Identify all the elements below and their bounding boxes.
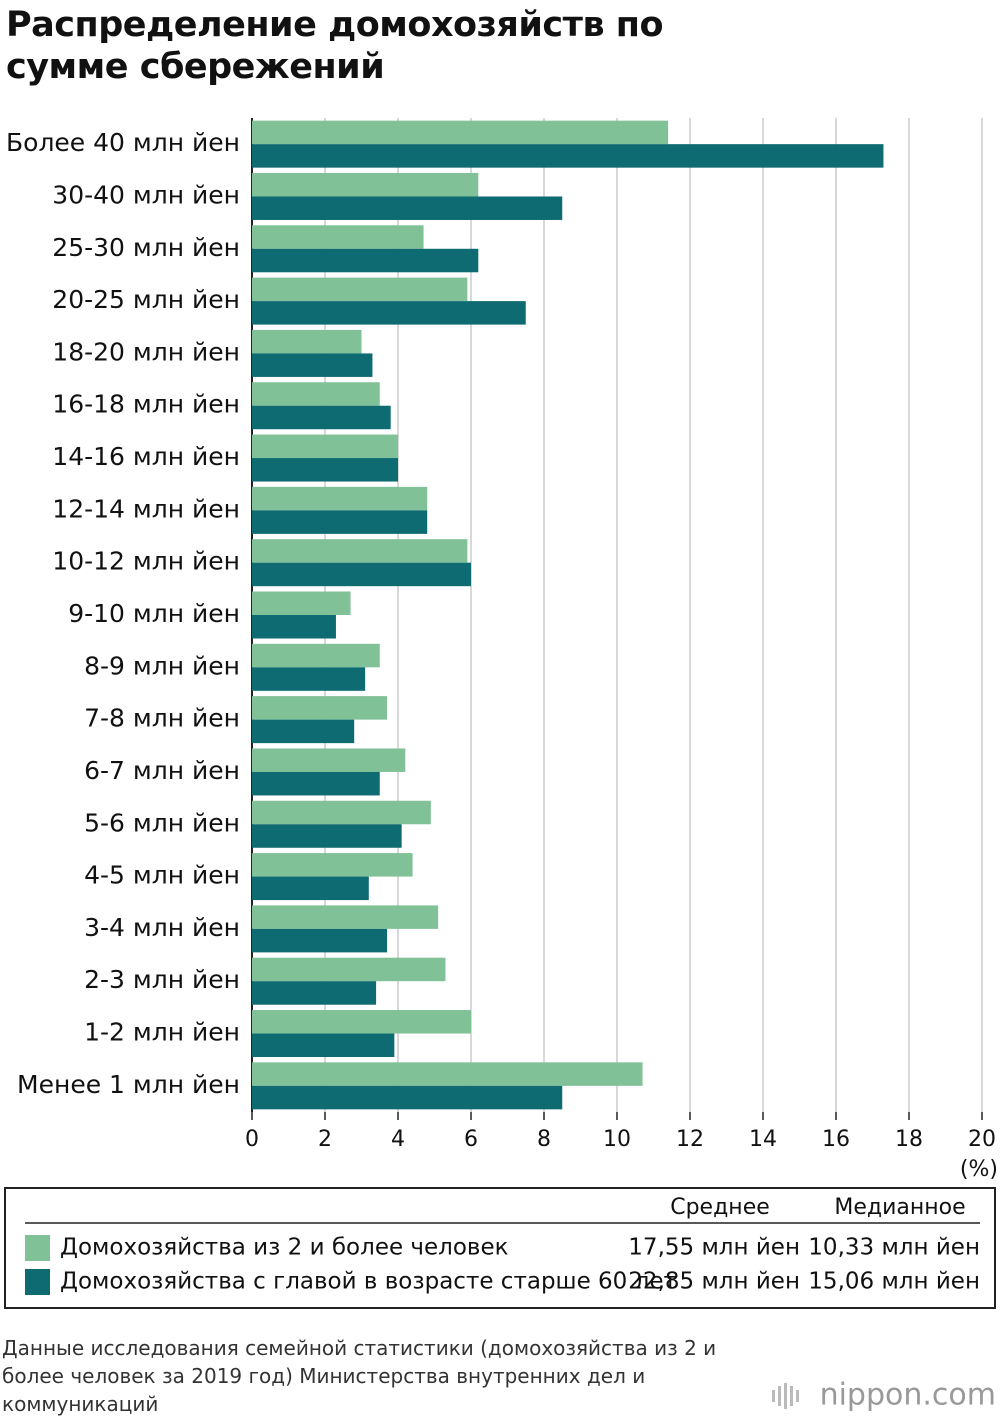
x-tick-label: 20	[968, 1127, 996, 1152]
y-tick-label: 20-25 млн йен	[52, 285, 240, 314]
legend-label: Домохозяйства с главой в возрасте старше…	[60, 1269, 677, 1295]
bar	[252, 981, 377, 1005]
bar	[252, 876, 369, 901]
bar	[252, 667, 366, 691]
x-axis-label: (%)	[960, 1157, 998, 1182]
summary-cell: 10,33 млн йен	[808, 1235, 980, 1261]
y-tick-label: 9-10 млн йен	[68, 599, 240, 628]
summary-header: Среднее	[670, 1195, 770, 1220]
y-tick-label: 30-40 млн йен	[52, 180, 240, 209]
bar	[252, 353, 373, 377]
y-tick-label: 8-9 млн йен	[84, 651, 240, 680]
summary-header: Медианное	[834, 1195, 965, 1220]
x-tick-label: 16	[822, 1127, 850, 1152]
bar	[252, 172, 479, 197]
chart-title: Распределение домохозяйств по сумме сбер…	[6, 5, 664, 87]
bar	[252, 277, 468, 302]
bar	[252, 853, 413, 877]
bar	[252, 771, 380, 796]
bar	[252, 458, 398, 482]
y-tick-label: 2-3 млн йен	[84, 965, 240, 994]
bar	[252, 928, 388, 953]
bar	[252, 196, 563, 220]
bar	[252, 405, 391, 430]
x-tick-label: 8	[537, 1127, 551, 1152]
x-tick-label: 10	[603, 1127, 631, 1152]
summary-cell: 15,06 млн йен	[808, 1269, 980, 1295]
bar	[252, 643, 380, 668]
summary-cell: 17,55 млн йен	[628, 1235, 800, 1261]
legend-label: Домохозяйства из 2 и более человек	[60, 1235, 509, 1261]
summary-cell: 22,85 млн йен	[628, 1269, 800, 1295]
bar	[252, 562, 471, 587]
y-tick-label: 1-2 млн йен	[84, 1018, 240, 1047]
logo: nippon.com	[820, 1378, 996, 1413]
bar	[252, 1010, 471, 1034]
y-tick-label: 25-30 млн йен	[52, 233, 240, 262]
bar	[252, 382, 380, 406]
bar	[252, 539, 468, 563]
y-tick-label: 10-12 млн йен	[52, 547, 240, 576]
bar	[252, 248, 479, 273]
bar	[252, 329, 362, 354]
logo-icon	[772, 1383, 799, 1409]
bar	[252, 719, 355, 744]
y-tick-label: 16-18 млн йен	[52, 390, 240, 419]
x-tick-label: 6	[464, 1127, 478, 1152]
bar	[252, 486, 428, 511]
bar	[252, 696, 388, 720]
y-tick-label: 6-7 млн йен	[84, 756, 240, 785]
y-tick-label: 14-16 млн йен	[52, 442, 240, 471]
y-tick-label: 12-14 млн йен	[52, 494, 240, 523]
y-tick-label: 5-6 млн йен	[84, 808, 240, 837]
bar	[252, 434, 398, 459]
y-tick-label: 4-5 млн йен	[84, 861, 240, 890]
bar	[252, 1062, 643, 1086]
bar	[252, 615, 336, 639]
bar	[252, 225, 424, 249]
legend-swatch	[25, 1235, 50, 1261]
bar	[252, 824, 402, 848]
bar	[252, 800, 431, 825]
x-tick-label: 12	[676, 1127, 704, 1152]
bar	[252, 301, 526, 325]
y-tick-label: Менее 1 млн йен	[17, 1070, 240, 1099]
bar	[252, 591, 351, 615]
bar	[252, 1085, 563, 1110]
bar	[252, 957, 446, 982]
source-note: Данные исследования семейной статистики …	[2, 1336, 717, 1416]
y-tick-label: Более 40 млн йен	[6, 128, 240, 157]
legend-swatch	[25, 1269, 50, 1295]
bar	[252, 510, 428, 534]
x-tick-label: 2	[318, 1127, 332, 1152]
x-tick-label: 14	[749, 1127, 777, 1152]
bar	[252, 905, 439, 929]
x-tick-label: 18	[895, 1127, 923, 1152]
x-tick-label: 4	[391, 1127, 405, 1152]
y-tick-label: 3-4 млн йен	[84, 913, 240, 942]
legend-box	[4, 1187, 996, 1309]
y-tick-label: 18-20 млн йен	[52, 337, 240, 366]
bar	[252, 1033, 395, 1058]
bar	[252, 748, 406, 772]
x-tick-label: 0	[245, 1127, 259, 1152]
bar	[252, 120, 669, 145]
bar	[252, 144, 884, 168]
y-tick-label: 7-8 млн йен	[84, 704, 240, 733]
